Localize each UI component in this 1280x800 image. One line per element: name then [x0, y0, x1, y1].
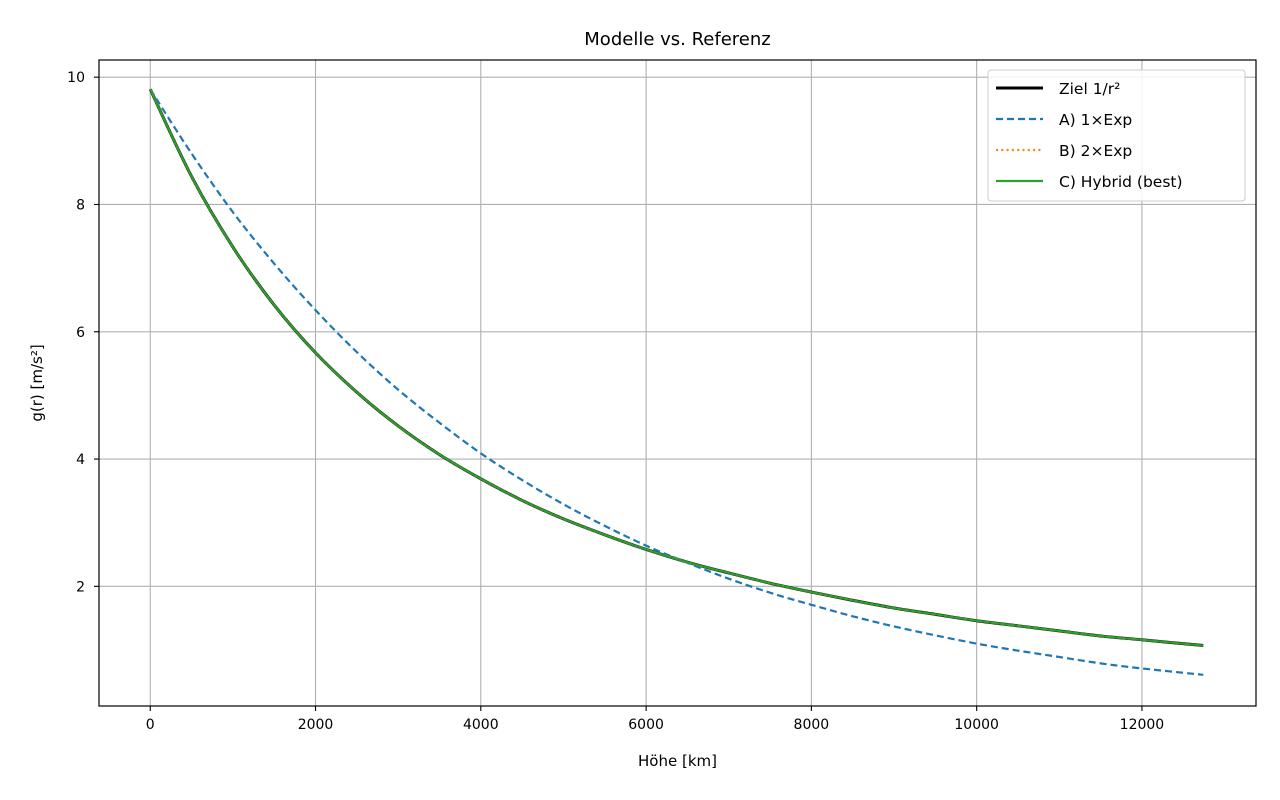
- y-tick-label: 10: [67, 70, 85, 86]
- legend: Ziel 1/r² A) 1×Exp B) 2×Exp C) Hybrid (best…: [987, 69, 1246, 202]
- legend-label-4: C) Hybrid (best): [1059, 173, 1183, 191]
- x-tick-label: 12000: [1120, 717, 1165, 733]
- series-line-2: [149, 88, 1204, 676]
- grid: [99, 60, 1256, 706]
- x-tick-label: 4000: [463, 717, 499, 733]
- plot-area-frame: [98, 59, 1257, 707]
- y-axis-ticks: 2 4 6 8 10: [67, 70, 99, 595]
- legend-box: [987, 69, 1246, 202]
- y-axis-title: g(r) [m/s²]: [28, 344, 46, 421]
- x-tick-label: 6000: [628, 717, 664, 733]
- y-tick-label: 8: [76, 197, 85, 213]
- y-tick-label: 2: [76, 579, 85, 595]
- legend-entries: Ziel 1/r² A) 1×Exp B) 2×Exp C) Hybrid (best…: [996, 80, 1183, 191]
- legend-label-1: Ziel 1/r²: [1059, 80, 1120, 98]
- x-tick-label: 10000: [954, 717, 999, 733]
- legend-label-3: B) 2×Exp: [1059, 142, 1132, 160]
- series-lines: [148, 88, 1204, 676]
- series-line-4: [149, 88, 1204, 647]
- x-axis-title: Höhe [km]: [638, 752, 717, 770]
- x-axis-ticks: 0 2000 4000 6000 8000 10000 12000: [146, 706, 1164, 733]
- chart-title: Modelle vs. Referenz: [584, 29, 770, 50]
- y-tick-label: 4: [76, 452, 85, 468]
- x-tick-label: 8000: [794, 717, 830, 733]
- legend-label-2: A) 1×Exp: [1059, 111, 1132, 129]
- x-tick-label: 0: [146, 717, 155, 733]
- x-tick-label: 2000: [298, 717, 334, 733]
- y-tick-label: 6: [76, 325, 85, 341]
